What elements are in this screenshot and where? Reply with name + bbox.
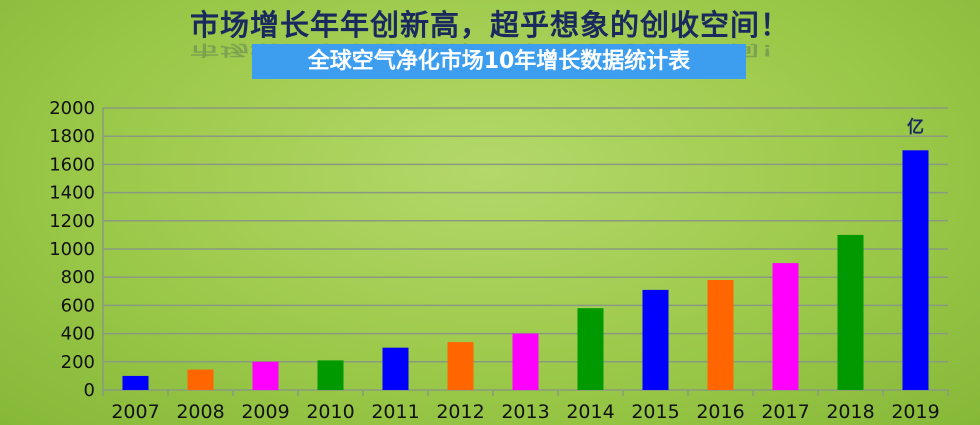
bar-2018 — [837, 234, 864, 390]
y-tick-label: 400 — [61, 324, 95, 345]
x-tick-label: 2008 — [176, 401, 224, 423]
x-tick-label: 2012 — [436, 401, 484, 423]
bar-2008 — [187, 369, 214, 390]
x-tick-label: 2010 — [306, 401, 354, 423]
bar-2016 — [707, 280, 734, 390]
x-tick-label: 2014 — [566, 401, 614, 423]
bar-2012 — [447, 342, 474, 390]
x-tick-label: 2019 — [891, 401, 939, 423]
x-tick-label: 2011 — [371, 401, 419, 423]
x-tick-label: 2015 — [631, 401, 679, 423]
y-tick-label: 0 — [84, 380, 95, 401]
y-tick-label: 1200 — [49, 211, 95, 232]
y-tick-label: 800 — [61, 267, 95, 288]
y-tick-label: 1800 — [49, 126, 95, 147]
bar-2013 — [512, 333, 539, 390]
x-tick-label: 2016 — [696, 401, 744, 423]
bar-2011 — [382, 347, 409, 390]
bar-2019 — [902, 150, 929, 390]
y-tick-label: 200 — [61, 352, 95, 373]
x-tick-label: 2013 — [501, 401, 549, 423]
headline: 市场增长年年创新高，超乎想象的创收空间！ — [189, 8, 790, 42]
bar-2010 — [317, 360, 344, 390]
bar-2015 — [642, 289, 669, 390]
unit-label: 亿 — [907, 116, 924, 137]
bar-2014 — [577, 308, 604, 390]
x-tick-label: 2009 — [241, 401, 289, 423]
x-tick-label: 2007 — [111, 401, 159, 423]
y-tick-label: 600 — [61, 295, 95, 316]
bar-2017 — [772, 263, 799, 390]
y-tick-label: 1600 — [49, 154, 95, 175]
x-tick-label: 2018 — [826, 401, 874, 423]
x-tick-label: 2017 — [761, 401, 809, 423]
y-tick-label: 1000 — [49, 239, 95, 260]
bar-2007 — [122, 375, 149, 390]
bar-2009 — [252, 361, 279, 390]
chart-title: 全球空气净化市场10年增长数据统计表 — [252, 44, 746, 79]
y-tick-label: 2000 — [49, 98, 95, 119]
y-tick-label: 1400 — [49, 183, 95, 204]
